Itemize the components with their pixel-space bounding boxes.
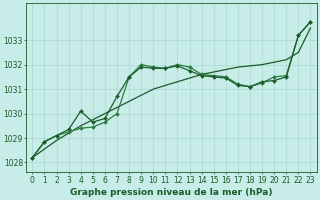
X-axis label: Graphe pression niveau de la mer (hPa): Graphe pression niveau de la mer (hPa) (70, 188, 273, 197)
